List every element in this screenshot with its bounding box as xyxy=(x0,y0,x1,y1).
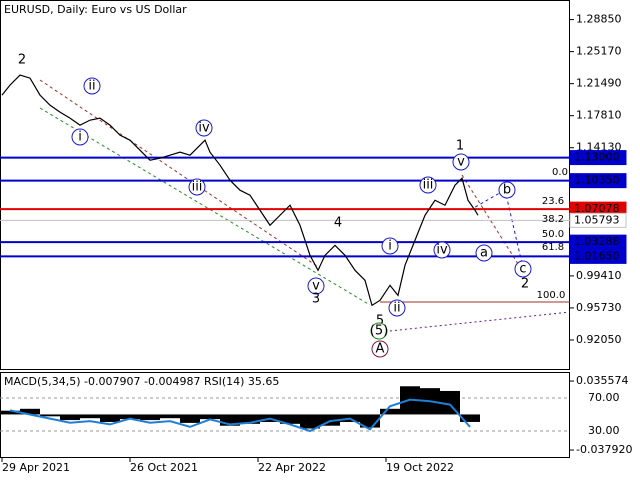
level-label-box xyxy=(569,150,627,166)
wave-circle xyxy=(475,244,493,262)
level-label: 1.13000 xyxy=(574,151,620,164)
trend-line xyxy=(39,107,371,306)
wave-circle xyxy=(419,176,437,194)
trend-line xyxy=(39,79,321,269)
wave-label: a xyxy=(480,246,488,261)
trend-line xyxy=(379,311,571,333)
wave-label: i xyxy=(388,239,392,254)
level-label-box xyxy=(569,173,627,189)
histogram-bar xyxy=(320,414,340,426)
wave-label: 61.8 xyxy=(542,242,564,253)
histogram-bar xyxy=(180,414,200,423)
price-line xyxy=(1,74,479,307)
level-label: 1.01650 xyxy=(574,249,620,262)
wave-circle xyxy=(307,277,325,295)
histogram-bar xyxy=(40,414,60,417)
wave-circle xyxy=(370,322,388,340)
wave-label: v xyxy=(457,155,465,170)
x-tick-label: 19 Oct 2022 xyxy=(386,461,454,474)
histogram-bar xyxy=(100,414,120,422)
wave-circle xyxy=(388,299,406,317)
level-label: 1.10350 xyxy=(574,174,620,187)
wave-circle xyxy=(188,178,206,196)
histogram-bar xyxy=(380,408,400,415)
wave-label: 0.0 xyxy=(552,167,568,178)
level-label: 1.07078 xyxy=(574,202,620,215)
histogram-bar xyxy=(460,414,480,422)
wave-label: 38.2 xyxy=(542,214,564,225)
y-tick-label: 1.25170 xyxy=(576,45,622,58)
y2-tick-label: 70.00 xyxy=(588,391,620,404)
histogram-bar xyxy=(140,414,160,421)
wave-circle xyxy=(433,241,451,259)
wave-label: 4 xyxy=(334,216,342,231)
wave-label: 3 xyxy=(312,292,320,307)
y-tick-label: 0.035574 xyxy=(576,374,629,387)
level-label-box xyxy=(569,212,627,228)
chart-title: EURUSD, Daily: Euro vs US Dollar xyxy=(4,3,187,16)
histogram-bar xyxy=(300,414,320,429)
wave-label: 5 xyxy=(376,314,384,329)
wave-circle xyxy=(498,181,516,199)
x-tick-label: 22 Apr 2022 xyxy=(258,461,326,474)
histogram-bar xyxy=(60,414,80,421)
histogram-bar xyxy=(220,414,240,426)
wave-label: v xyxy=(312,279,320,294)
projection-line xyxy=(504,189,524,269)
wave-circle xyxy=(452,153,470,171)
wave-circle xyxy=(514,260,532,278)
level-label: 1.03288 xyxy=(574,235,620,248)
wave-label: iv xyxy=(436,243,448,258)
indicator-title: MACD(5,34,5) -0.007907 -0.004987 RSI(14)… xyxy=(4,375,279,388)
wave-label: A xyxy=(376,342,385,357)
histogram-bar xyxy=(280,414,300,424)
histogram-bar xyxy=(160,414,180,419)
wave-label: 23.6 xyxy=(542,196,564,207)
wave-label: 100.0 xyxy=(537,290,566,301)
wave-label: 1 xyxy=(456,139,464,154)
histogram-bar xyxy=(120,414,140,420)
wave-circle xyxy=(83,77,101,95)
wave-label: i xyxy=(78,130,82,145)
price-line xyxy=(9,398,471,433)
histogram-bar xyxy=(0,410,20,415)
wave-label: iv xyxy=(198,121,210,136)
wave-label: iii xyxy=(423,178,434,193)
histogram-bar xyxy=(80,414,100,419)
wave-label: (5) xyxy=(370,324,388,339)
histogram-bar xyxy=(200,414,220,420)
histogram-bar xyxy=(240,414,260,424)
histogram-bar xyxy=(20,408,40,415)
y-tick-label: 1.17810 xyxy=(576,109,622,122)
level-label: 1.05793 xyxy=(574,213,620,226)
histogram-bar xyxy=(440,390,460,415)
wave-label: b xyxy=(503,183,511,198)
level-label-box xyxy=(569,248,627,264)
wave-label: 2 xyxy=(521,277,529,292)
wave-circle xyxy=(195,119,213,137)
projection-line xyxy=(461,174,526,276)
wave-circle xyxy=(371,340,389,358)
y2-tick-label: 30.00 xyxy=(588,424,620,437)
y-tick-label: -0.037920 xyxy=(576,443,632,456)
y-tick-label: 0.95730 xyxy=(576,301,622,314)
wave-label: iii xyxy=(192,180,203,195)
main-panel xyxy=(0,0,570,370)
wave-label: 2 xyxy=(18,53,26,68)
wave-label: c xyxy=(519,262,526,277)
x-tick-label: 26 Oct 2021 xyxy=(130,461,198,474)
wave-label: 50.0 xyxy=(542,229,564,240)
wave-label: ii xyxy=(88,79,95,94)
wave-circle xyxy=(381,237,399,255)
wave-circle xyxy=(71,128,89,146)
y-tick-label: 1.28850 xyxy=(576,13,622,26)
y-tick-label: 0.92050 xyxy=(576,333,622,346)
x-tick-label: 29 Apr 2021 xyxy=(2,461,70,474)
wave-label: ii xyxy=(393,301,400,316)
projection-line xyxy=(469,189,506,211)
y-tick-label: 0.99410 xyxy=(576,269,622,282)
y-tick-label: 1.21490 xyxy=(576,77,622,90)
